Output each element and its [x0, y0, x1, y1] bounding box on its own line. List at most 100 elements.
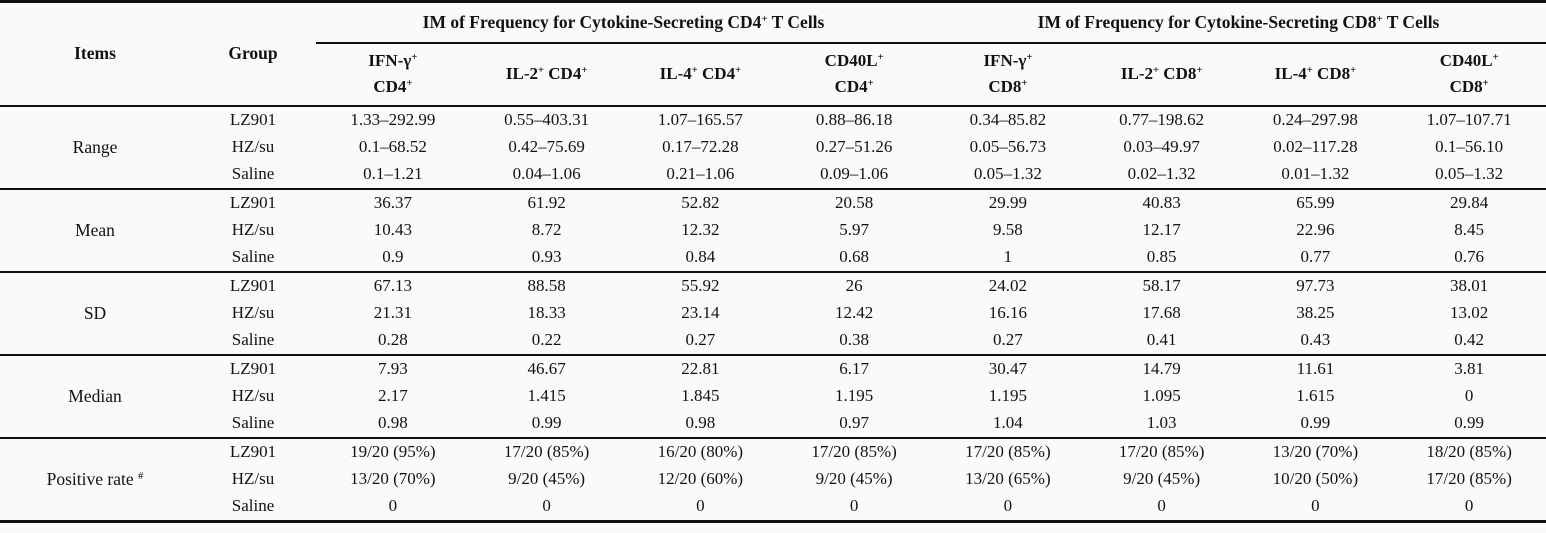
value-cell: 11.61 [1238, 354, 1393, 383]
value-cell: 0.98 [685, 413, 716, 433]
col-header-line: CD4+ [373, 76, 413, 96]
value-cell: 0.24–297.98 [1272, 110, 1358, 130]
col-header-line: CD40L+ [1439, 50, 1499, 70]
table-row: Saline 0.28 0.22 0.27 0.38 0.27 0.41 0.43 0.42 [0, 327, 1546, 355]
value-cell: 29.84 [1392, 188, 1546, 217]
value-cell: 0.42 [1454, 330, 1485, 350]
value-cell: 8.45 [1454, 220, 1485, 240]
col-header-il2-cd8: IL-2+ CD8+ [1084, 43, 1239, 107]
col-header-line: IL-2+ CD8+ [1120, 63, 1203, 83]
value-cell: 9/20 (45%) [1123, 469, 1201, 489]
value-cell: 0 [1464, 496, 1474, 516]
col-header-il4-cd8: IL-4+ CD8+ [1238, 43, 1393, 107]
value-cell: 17/20 (85%) [777, 437, 932, 466]
item-label-text: Range [72, 136, 118, 157]
table-row: Saline 0 0 0 0 0 0 0 0 [0, 493, 1546, 522]
col-header-line: CD40L+ [824, 50, 884, 70]
value-cell: 36.37 [316, 188, 470, 217]
value-cell: 0 [849, 496, 859, 516]
value-cell: 23.14 [681, 303, 720, 323]
value-cell: 0.27 [685, 330, 716, 350]
header-row-spans: Items Group IM of Frequency for Cytokine… [0, 1, 1546, 107]
header-row-columns: IFN-γ+ CD4+ IL-2+ CD4+ IL-4+ CD4+ CD40L+… [0, 43, 1546, 107]
group-cell: LZ901 [190, 271, 316, 300]
value-cell: 52.82 [623, 188, 778, 217]
value-cell: 0.76 [1454, 247, 1485, 267]
value-cell: 0.09–1.06 [820, 164, 889, 184]
value-cell: 0.17–72.28 [662, 137, 739, 157]
value-cell: 12.17 [1142, 220, 1181, 240]
value-cell: 10/20 (50%) [1272, 469, 1359, 489]
value-cell: 9.58 [993, 220, 1023, 240]
col-header-line: CD8+ [1449, 76, 1489, 96]
group-cell: HZ/su [231, 303, 275, 323]
value-cell: 0.1–68.52 [358, 137, 427, 157]
value-cell: 2.17 [378, 386, 408, 406]
value-cell: 0 [1311, 496, 1320, 516]
value-cell: 1.195 [835, 386, 874, 406]
value-cell: 16/20 (80%) [623, 437, 778, 466]
value-cell: 1 [1003, 247, 1013, 267]
value-cell: 1.33–292.99 [350, 110, 436, 130]
value-cell: 40.83 [1084, 188, 1239, 217]
value-cell: 0.21–1.06 [666, 164, 735, 184]
col-header-ifng-cd4: IFN-γ+ CD4+ [316, 43, 470, 107]
col-header-ifng-cd8: IFN-γ+ CD8+ [931, 43, 1085, 107]
col-header-items: Items [0, 1, 190, 107]
row-item-label: Range [0, 106, 190, 189]
table-row: Mean LZ901 36.37 61.92 52.82 20.58 29.99 40.83 6… [0, 188, 1546, 272]
value-cell: 0.98 [378, 413, 408, 433]
col-header-group: Group [190, 1, 316, 107]
value-cell: 0.02–117.28 [1273, 137, 1358, 157]
item-label-text: SD [83, 302, 107, 323]
value-cell: 8.72 [531, 220, 562, 240]
value-cell: 0.41 [1146, 330, 1177, 350]
value-cell: 1.615 [1296, 386, 1335, 406]
value-cell: 18/20 (85%) [1392, 437, 1546, 466]
value-cell: 30.47 [931, 354, 1085, 383]
value-cell: 0.02–1.32 [1127, 164, 1196, 184]
value-cell: 58.17 [1084, 271, 1239, 300]
value-cell: 0.01–1.32 [1281, 164, 1350, 184]
value-cell: 0.85 [1146, 247, 1177, 267]
value-cell: 0.1–56.10 [1435, 137, 1504, 157]
value-cell: 17/20 (85%) [931, 437, 1085, 466]
group-cell: Saline [231, 413, 275, 433]
value-cell: 0.38 [839, 330, 869, 350]
value-cell: 3.81 [1392, 354, 1546, 383]
value-cell: 0.03–49.97 [1123, 137, 1200, 157]
value-cell: 0.43 [1300, 330, 1331, 350]
table-row: Saline 0.1–1.21 0.04–1.06 0.21–1.06 0.09–1.0… [0, 161, 1546, 189]
value-cell: 9/20 (45%) [815, 469, 893, 489]
value-cell: 0 [696, 496, 705, 516]
table-body: Range LZ901 1.33–292.99 0.55–403.31 1.07–165… [0, 106, 1546, 522]
value-cell: 6.17 [777, 354, 932, 383]
group-cell: HZ/su [231, 469, 275, 489]
value-cell: 0.04–1.06 [512, 164, 581, 184]
row-item-label: SD [0, 271, 190, 355]
item-label-text: Median [68, 385, 122, 406]
row-item-label: Mean [0, 188, 190, 272]
table-row: HZ/su 21.31 18.33 23.14 12.42 16.16 17.68 38.25… [0, 300, 1546, 327]
group-cell: HZ/su [231, 386, 275, 406]
table-row: HZ/su 13/20 (70%) 9/20 (45%) 12/20 (60%) 9/2… [0, 466, 1546, 493]
table-row: Saline 0.98 0.99 0.98 0.97 1.04 1.03 0.99 0.99 [0, 410, 1546, 438]
value-cell: 0 [1157, 496, 1166, 516]
item-label-text: Positive rate [46, 468, 134, 489]
value-cell: 0.05–1.32 [973, 164, 1042, 184]
value-cell: 12/20 (60%) [657, 469, 744, 489]
span-header-cd4-t-cells: IM of Frequency for Cytokine-Secreting C… [316, 1, 932, 44]
value-cell: 0.05–56.73 [969, 137, 1047, 157]
value-cell: 0.34–85.82 [969, 110, 1047, 130]
value-cell: 88.58 [469, 271, 624, 300]
value-cell: 17/20 (85%) [469, 437, 624, 466]
table-row: HZ/su 0.1–68.52 0.42–75.69 0.17–72.28 0.27–5… [0, 134, 1546, 161]
value-cell: 0.99 [1454, 413, 1485, 433]
span-header-cd8-t-cells: IM of Frequency for Cytokine-Secreting C… [931, 1, 1546, 44]
col-header-line: IFN-γ+ [983, 50, 1033, 70]
table-row: Median LZ901 7.93 46.67 22.81 6.17 30.47 14.79 1… [0, 354, 1546, 438]
value-cell: 1.07–107.71 [1426, 110, 1512, 130]
value-cell: 0.55–403.31 [504, 110, 590, 130]
group-cell: LZ901 [229, 110, 277, 130]
